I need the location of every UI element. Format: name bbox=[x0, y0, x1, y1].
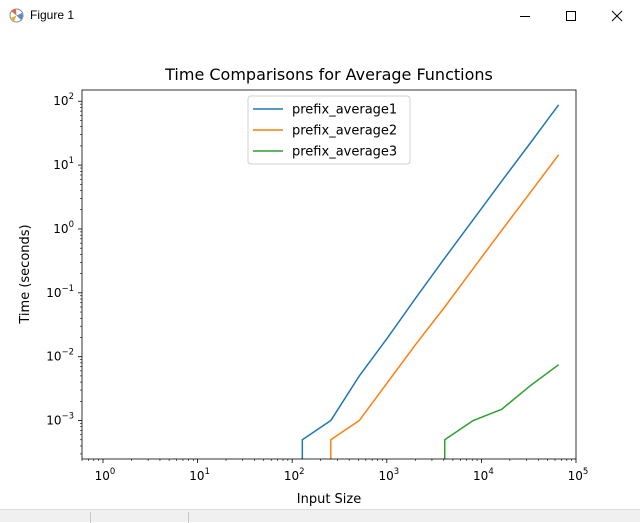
legend: prefix_average1 prefix_average2 prefix_ave… bbox=[247, 95, 411, 165]
x-tick-label: 105 bbox=[568, 467, 589, 483]
minimize-button[interactable] bbox=[502, 0, 548, 31]
x-tick-label: 101 bbox=[189, 467, 210, 483]
x-axis-label: Input Size bbox=[297, 492, 361, 507]
minimize-icon bbox=[520, 15, 530, 17]
plot-area-frame bbox=[81, 89, 577, 460]
y-tick-label: 10−3 bbox=[46, 412, 74, 428]
y-tick-label: 10−1 bbox=[46, 284, 74, 300]
window-title: Figure 1 bbox=[30, 8, 75, 22]
navigation-toolbar bbox=[0, 509, 640, 523]
matplotlib-icon bbox=[9, 8, 24, 23]
series-line-prefix_average2 bbox=[330, 154, 560, 459]
x-tick-label: 103 bbox=[378, 467, 399, 483]
y-tick-label: 100 bbox=[53, 220, 74, 236]
window-titlebar[interactable]: Figure 1 bbox=[0, 0, 640, 31]
series-layer bbox=[301, 104, 560, 459]
x-tick-label: 102 bbox=[284, 467, 305, 483]
legend-label-prefix_average2: prefix_average2 bbox=[292, 124, 397, 139]
series-line-prefix_average1 bbox=[301, 104, 560, 459]
legend-label-prefix_average1: prefix_average1 bbox=[292, 103, 397, 118]
legend-label-prefix_average3: prefix_average3 bbox=[292, 145, 397, 160]
legend-frame bbox=[247, 95, 411, 165]
x-tick-label: 100 bbox=[95, 467, 116, 483]
y-tick-label: 101 bbox=[53, 156, 74, 172]
maximize-button[interactable] bbox=[548, 0, 594, 31]
series-line-prefix_average3 bbox=[443, 364, 560, 459]
chart-title: Time Comparisons for Average Functions bbox=[164, 65, 493, 84]
y-tick-label: 102 bbox=[53, 92, 74, 108]
tick-layer: 100 101 102 103 104 105 10−3 10−2 10−1 100 101 102 bbox=[46, 92, 588, 483]
close-button[interactable] bbox=[594, 0, 640, 31]
figure-canvas[interactable]: Time Comparisons for Average Functions I… bbox=[0, 31, 640, 509]
close-icon bbox=[611, 10, 623, 21]
x-tick-label: 104 bbox=[473, 467, 494, 483]
maximize-icon bbox=[566, 10, 576, 21]
toolbar-divider bbox=[188, 512, 189, 523]
y-tick-label: 10−2 bbox=[46, 348, 74, 364]
y-axis-label: Time (seconds) bbox=[18, 224, 33, 324]
toolbar-divider bbox=[90, 512, 91, 523]
chart: Time Comparisons for Average Functions I… bbox=[18, 65, 588, 507]
